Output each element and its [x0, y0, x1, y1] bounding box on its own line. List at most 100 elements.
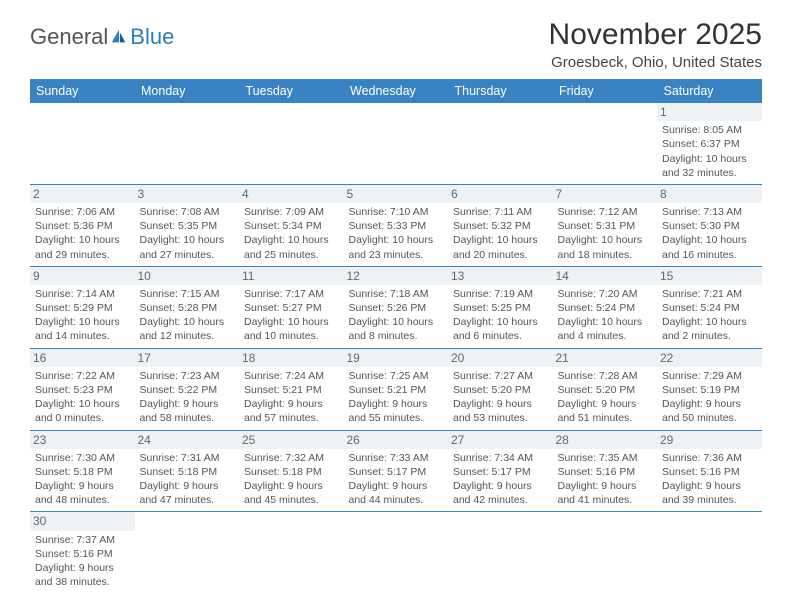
calendar-cell — [657, 512, 762, 593]
daylight-text: Daylight: 9 hours and 51 minutes. — [558, 397, 653, 425]
weekday-header: Tuesday — [239, 79, 344, 103]
daylight-text: Daylight: 10 hours and 32 minutes. — [662, 152, 757, 180]
sunset-text: Sunset: 5:18 PM — [35, 465, 130, 479]
sunrise-text: Sunrise: 7:32 AM — [244, 451, 339, 465]
daylight-text: Daylight: 10 hours and 20 minutes. — [453, 233, 548, 261]
sunrise-text: Sunrise: 7:09 AM — [244, 205, 339, 219]
day-content: Sunrise: 7:24 AMSunset: 5:21 PMDaylight:… — [244, 369, 339, 426]
day-content: Sunrise: 7:11 AMSunset: 5:32 PMDaylight:… — [453, 205, 548, 262]
sunset-text: Sunset: 5:18 PM — [140, 465, 235, 479]
day-content: Sunrise: 7:34 AMSunset: 5:17 PMDaylight:… — [453, 451, 548, 508]
calendar-cell: 6Sunrise: 7:11 AMSunset: 5:32 PMDaylight… — [448, 184, 553, 266]
calendar-cell — [30, 103, 135, 184]
sunrise-text: Sunrise: 7:31 AM — [140, 451, 235, 465]
daylight-text: Daylight: 10 hours and 2 minutes. — [662, 315, 757, 343]
sunrise-text: Sunrise: 7:35 AM — [558, 451, 653, 465]
sunset-text: Sunset: 5:22 PM — [140, 383, 235, 397]
sunrise-text: Sunrise: 7:18 AM — [349, 287, 444, 301]
calendar-cell: 14 Sunrise: 7:20 AMSunset: 5:24 PMDayligh… — [553, 266, 658, 348]
day-number: 15 — [657, 267, 762, 285]
sunrise-text: Sunrise: 7:25 AM — [349, 369, 444, 383]
weekday-header: Thursday — [448, 79, 553, 103]
day-number: 7 — [553, 185, 658, 203]
day-number: 29 — [657, 431, 762, 449]
day-number: 14 — [553, 267, 658, 285]
calendar-cell — [553, 512, 658, 593]
day-number: 22 — [657, 349, 762, 367]
day-content: Sunrise: 7:29 AMSunset: 5:19 PMDaylight:… — [662, 369, 757, 426]
calendar-cell: 9Sunrise: 7:14 AMSunset: 5:29 PMDaylight… — [30, 266, 135, 348]
day-number: 27 — [448, 431, 553, 449]
day-content: Sunrise: 7:06 AMSunset: 5:36 PMDaylight:… — [35, 205, 130, 262]
calendar-cell: 19 Sunrise: 7:25 AMSunset: 5:21 PMDayligh… — [344, 348, 449, 430]
calendar-cell: 26Sunrise: 7:33 AMSunset: 5:17 PMDayligh… — [344, 430, 449, 512]
header: General Blue November 2025 Groesbeck, Oh… — [30, 18, 762, 71]
daylight-text: Daylight: 9 hours and 55 minutes. — [349, 397, 444, 425]
daylight-text: Daylight: 9 hours and 45 minutes. — [244, 479, 339, 507]
sunset-text: Sunset: 5:23 PM — [35, 383, 130, 397]
day-content: Sunrise: 7:25 AMSunset: 5:21 PMDaylight:… — [349, 369, 444, 426]
sunrise-text: Sunrise: 7:21 AM — [662, 287, 757, 301]
daylight-text: Daylight: 9 hours and 39 minutes. — [662, 479, 757, 507]
calendar-cell: 4 Sunrise: 7:09 AMSunset: 5:34 PMDaylight… — [239, 184, 344, 266]
day-content: Sunrise: 7:19 AMSunset: 5:25 PMDaylight:… — [453, 287, 548, 344]
calendar-row: 30Sunrise: 7:37 AMSunset: 5:16 PMDayligh… — [30, 512, 762, 593]
day-number: 28 — [553, 431, 658, 449]
sunset-text: Sunset: 5:30 PM — [662, 219, 757, 233]
calendar-cell — [448, 103, 553, 184]
day-number: 12 — [344, 267, 449, 285]
calendar-table: SundayMondayTuesdayWednesdayThursdayFrid… — [30, 79, 762, 593]
sunrise-text: Sunrise: 7:34 AM — [453, 451, 548, 465]
day-number: 1 — [657, 103, 762, 121]
day-number: 24 — [135, 431, 240, 449]
sunrise-text: Sunrise: 7:13 AM — [662, 205, 757, 219]
sunrise-text: Sunrise: 7:19 AM — [453, 287, 548, 301]
day-content: Sunrise: 7:35 AMSunset: 5:16 PMDaylight:… — [558, 451, 653, 508]
sunset-text: Sunset: 5:35 PM — [140, 219, 235, 233]
sunset-text: Sunset: 5:24 PM — [558, 301, 653, 315]
daylight-text: Daylight: 10 hours and 25 minutes. — [244, 233, 339, 261]
daylight-text: Daylight: 10 hours and 14 minutes. — [35, 315, 130, 343]
calendar-cell: 15Sunrise: 7:21 AMSunset: 5:24 PMDayligh… — [657, 266, 762, 348]
day-number: 5 — [344, 185, 449, 203]
day-content: Sunrise: 7:14 AMSunset: 5:29 PMDaylight:… — [35, 287, 130, 344]
day-number: 3 — [135, 185, 240, 203]
daylight-text: Daylight: 9 hours and 50 minutes. — [662, 397, 757, 425]
calendar-cell: 29Sunrise: 7:36 AMSunset: 5:16 PMDayligh… — [657, 430, 762, 512]
daylight-text: Daylight: 9 hours and 53 minutes. — [453, 397, 548, 425]
sunrise-text: Sunrise: 7:27 AM — [453, 369, 548, 383]
calendar-cell: 3Sunrise: 7:08 AMSunset: 5:35 PMDaylight… — [135, 184, 240, 266]
daylight-text: Daylight: 9 hours and 47 minutes. — [140, 479, 235, 507]
calendar-cell: 11Sunrise: 7:17 AMSunset: 5:27 PMDayligh… — [239, 266, 344, 348]
sunrise-text: Sunrise: 8:05 AM — [662, 123, 757, 137]
calendar-cell — [448, 512, 553, 593]
sunset-text: Sunset: 5:20 PM — [453, 383, 548, 397]
sunrise-text: Sunrise: 7:20 AM — [558, 287, 653, 301]
sunset-text: Sunset: 5:36 PM — [35, 219, 130, 233]
calendar-cell — [344, 512, 449, 593]
day-number: 17 — [135, 349, 240, 367]
day-number: 19 — [344, 349, 449, 367]
calendar-cell — [135, 512, 240, 593]
sunset-text: Sunset: 5:31 PM — [558, 219, 653, 233]
sunset-text: Sunset: 5:16 PM — [558, 465, 653, 479]
calendar-cell: 24 Sunrise: 7:31 AMSunset: 5:18 PMDayligh… — [135, 430, 240, 512]
daylight-text: Daylight: 10 hours and 12 minutes. — [140, 315, 235, 343]
sunset-text: Sunset: 5:21 PM — [349, 383, 444, 397]
daylight-text: Daylight: 9 hours and 42 minutes. — [453, 479, 548, 507]
sunrise-text: Sunrise: 7:37 AM — [35, 533, 130, 547]
sunset-text: Sunset: 5:32 PM — [453, 219, 548, 233]
sunset-text: Sunset: 5:19 PM — [662, 383, 757, 397]
calendar-cell: 1Sunrise: 8:05 AMSunset: 6:37 PMDaylight… — [657, 103, 762, 184]
day-number: 4 — [239, 185, 344, 203]
calendar-cell — [239, 103, 344, 184]
calendar-cell: 8Sunrise: 7:13 AMSunset: 5:30 PMDaylight… — [657, 184, 762, 266]
weekday-header: Friday — [553, 79, 658, 103]
day-content: Sunrise: 7:20 AMSunset: 5:24 PMDaylight:… — [558, 287, 653, 344]
sunset-text: Sunset: 5:34 PM — [244, 219, 339, 233]
sunrise-text: Sunrise: 7:36 AM — [662, 451, 757, 465]
sunset-text: Sunset: 5:18 PM — [244, 465, 339, 479]
daylight-text: Daylight: 10 hours and 23 minutes. — [349, 233, 444, 261]
calendar-head: SundayMondayTuesdayWednesdayThursdayFrid… — [30, 79, 762, 103]
daylight-text: Daylight: 9 hours and 58 minutes. — [140, 397, 235, 425]
